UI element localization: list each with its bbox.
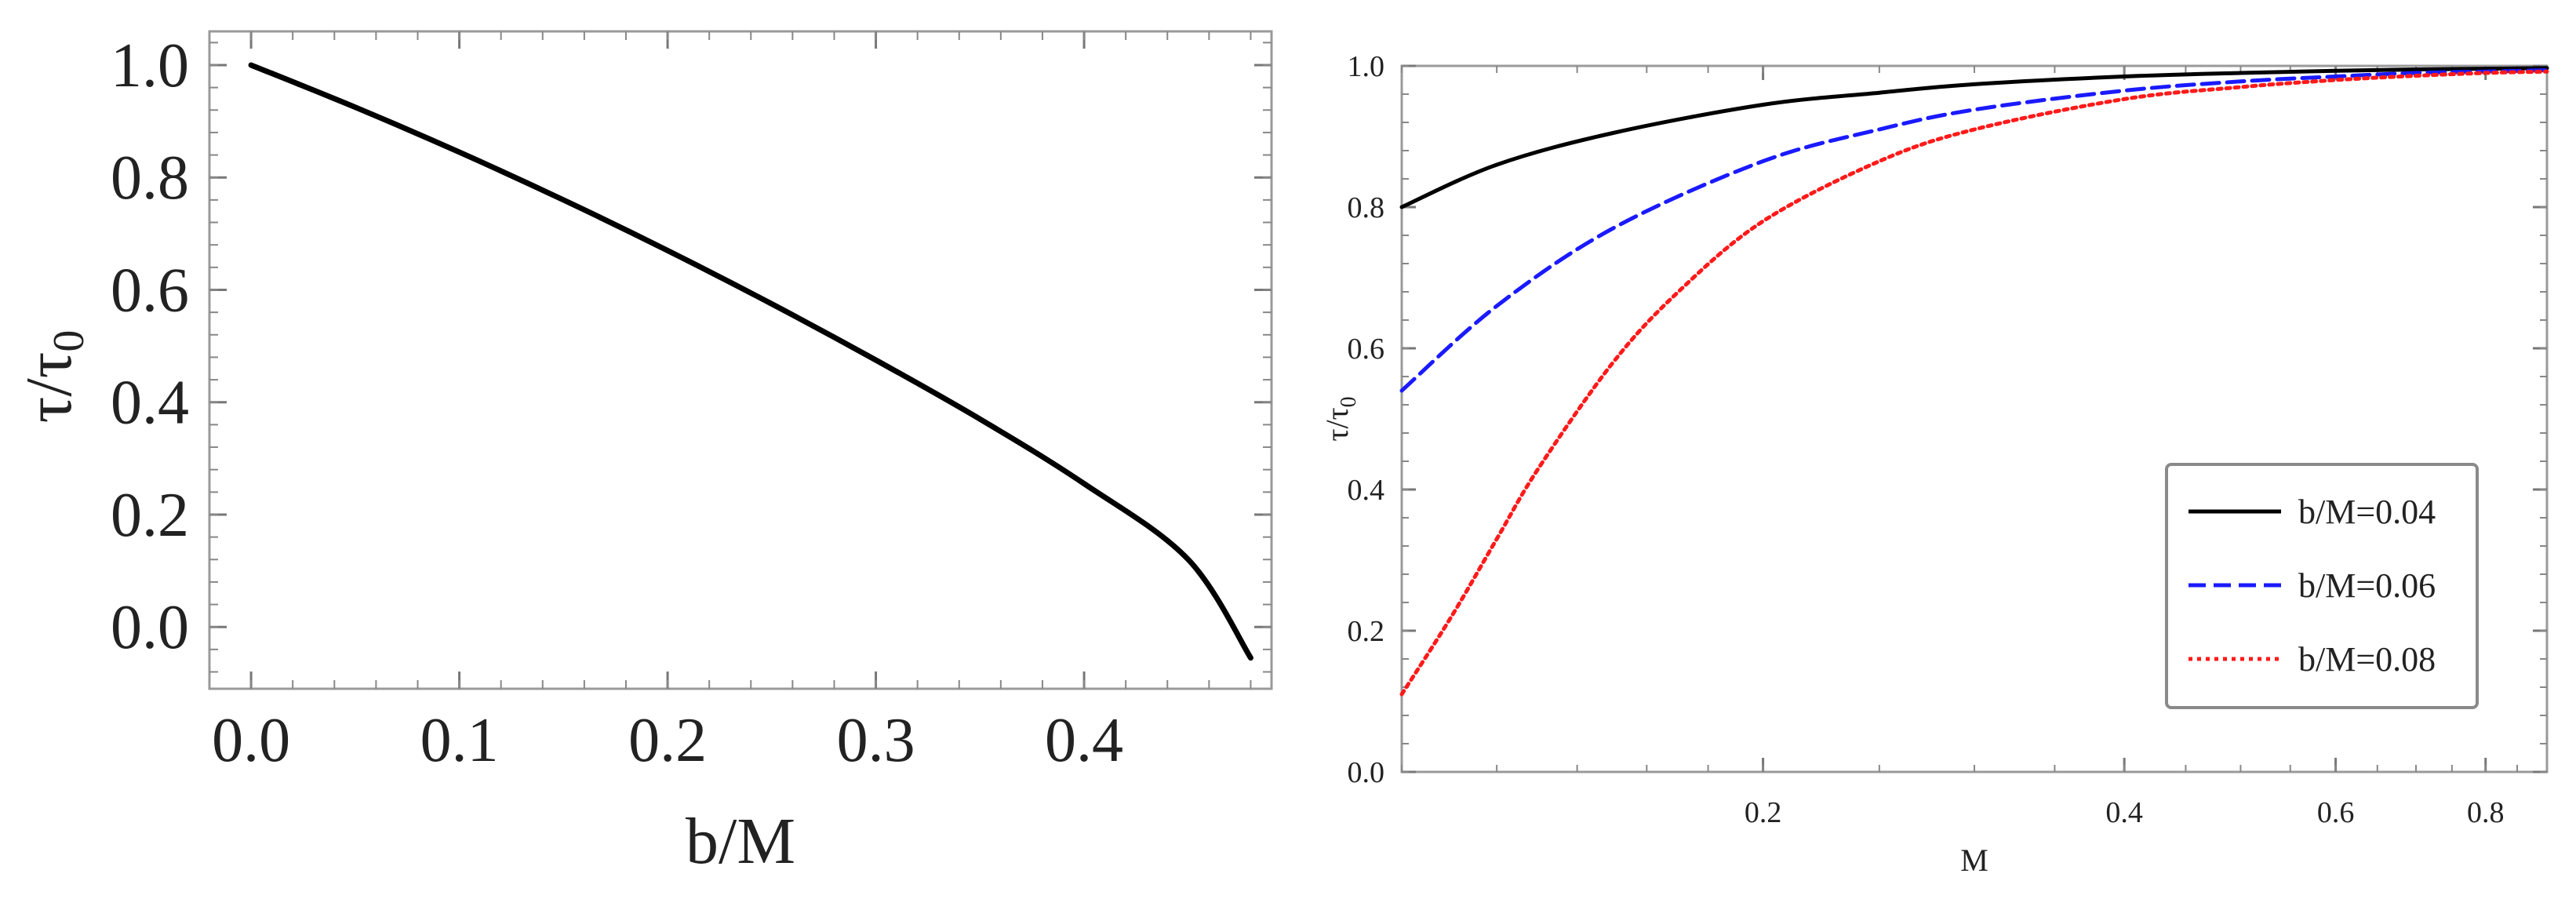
left-y-axis-label: τ/τ0 (13, 330, 93, 424)
left-y-axis-label-main: τ/τ (13, 352, 86, 424)
left-y-axis-label-sub: 0 (45, 330, 93, 352)
x-tick-label: 0.1 (420, 706, 499, 775)
legend-items: b/M=0.04 b/M=0.06 b/M=0.08 (2189, 493, 2436, 679)
y-tick-label: 1.0 (1348, 50, 1385, 83)
y-tick-label: 0.0 (1348, 756, 1385, 789)
right-x-axis-label: M (1960, 843, 1988, 878)
left-chart: 0.0 0.1 0.2 0.3 0.4 0.0 0.2 0.4 0.6 0.8 1.0 b/M τ… (13, 30, 1273, 878)
right-x-ticks: 0.2 0.4 0.6 0.8 (1401, 66, 2519, 829)
right-chart: 0.2 0.4 0.6 0.8 0.0 0.2 0.4 0.6 0.8 1.0 M τ/τ0 b… (1319, 50, 2549, 878)
y-tick-label: 0.8 (111, 144, 189, 213)
legend-label-3: b/M=0.08 (2298, 640, 2436, 679)
x-tick-label: 0.6 (2317, 796, 2355, 829)
series-line-3 (1399, 69, 2549, 697)
x-tick-label: 0.3 (837, 706, 915, 775)
series-line-1 (1399, 66, 2549, 209)
y-tick-label: 0.6 (111, 256, 189, 325)
legend-box (2165, 463, 2479, 709)
y-tick-label: 0.4 (1348, 474, 1385, 507)
y-tick-label: 1.0 (111, 31, 189, 100)
x-tick-label: 0.4 (1045, 706, 1123, 775)
left-plot-frame (208, 30, 1273, 690)
y-tick-label: 0.8 (1348, 191, 1385, 224)
left-x-ticks: 0.0 0.1 0.2 0.3 0.4 (212, 31, 1252, 775)
left-x-axis-label: b/M (686, 805, 795, 878)
x-tick-label: 0.2 (628, 706, 707, 775)
legend-label-1: b/M=0.04 (2298, 493, 2436, 531)
left-y-ticks: 0.0 0.2 0.4 0.6 0.8 1.0 (111, 31, 1272, 673)
x-tick-label: 0.4 (2105, 796, 2143, 829)
legend: b/M=0.04 b/M=0.06 b/M=0.08 (2165, 463, 2479, 709)
x-tick-label: 0.2 (1745, 796, 1782, 829)
left-series-group (248, 62, 1253, 661)
right-y-axis-label-main: τ/τ (1319, 407, 1355, 441)
right-series-group (1399, 66, 2549, 697)
series-line-1 (248, 62, 1253, 661)
y-tick-label: 0.2 (111, 481, 189, 550)
y-tick-label: 0.6 (1348, 333, 1385, 366)
x-tick-label: 0.0 (212, 706, 290, 775)
y-tick-label: 0.2 (1348, 615, 1385, 648)
series-line-2 (1399, 67, 2549, 393)
right-y-axis-label: τ/τ0 (1319, 396, 1361, 441)
right-y-axis-label-sub: 0 (1337, 396, 1361, 407)
y-tick-label: 0.0 (111, 593, 189, 662)
x-tick-label: 0.8 (2467, 796, 2505, 829)
y-tick-label: 0.4 (111, 369, 189, 438)
legend-label-2: b/M=0.06 (2298, 566, 2436, 605)
